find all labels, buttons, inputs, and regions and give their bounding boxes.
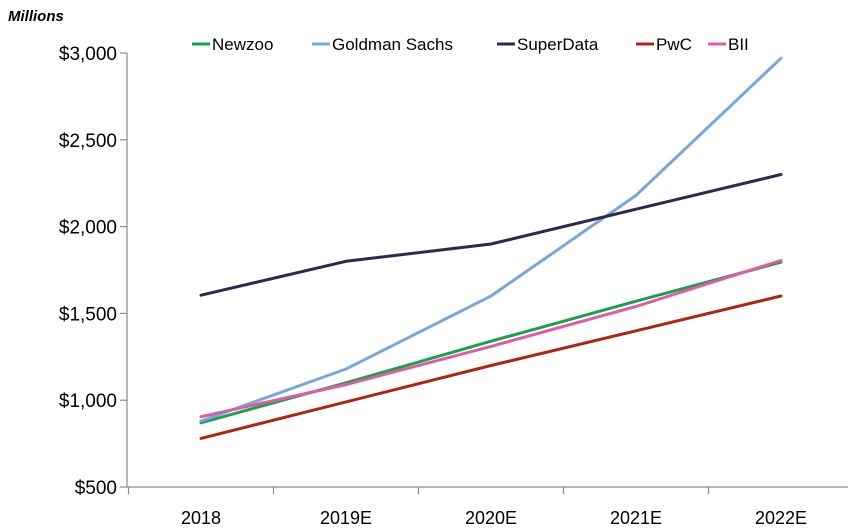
- unit-label: Millions: [8, 8, 64, 25]
- axes: [126, 53, 848, 488]
- series-line-bii: [199, 259, 783, 419]
- x-tick-label: 2018: [181, 508, 221, 528]
- x-tick-label: 2022E: [755, 508, 807, 528]
- legend: Newzoo Goldman Sachs SuperData PwC BII: [192, 35, 749, 54]
- y-tick-label: $3,000: [59, 44, 117, 65]
- y-tick-label: $500: [75, 478, 117, 499]
- legend-label-pwc: PwC: [656, 35, 692, 54]
- series-line-pwc: [199, 294, 783, 440]
- y-tick-label: $2,500: [59, 131, 117, 152]
- series-line-goldman-sachs: [199, 56, 783, 423]
- x-tick-label: 2021E: [610, 508, 662, 528]
- series-lines: [199, 56, 783, 440]
- series-line-superdata: [199, 173, 783, 297]
- x-tick-label: 2020E: [465, 508, 517, 528]
- y-tick-label: $1,000: [59, 391, 117, 412]
- legend-label-superdata: SuperData: [517, 35, 599, 54]
- y-tick-label: $2,000: [59, 218, 117, 239]
- legend-label-bii: BII: [728, 35, 749, 54]
- y-axis-ticks: $500 $1,000 $1,500 $2,000 $2,500 $3,000: [59, 44, 127, 499]
- x-tick-label: 2019E: [320, 508, 372, 528]
- legend-label-goldman-sachs: Goldman Sachs: [332, 35, 453, 54]
- y-tick-label: $1,500: [59, 304, 117, 325]
- x-axis-ticks: 2018 2019E 2020E 2021E 2022E: [127, 487, 807, 528]
- legend-label-newzoo: Newzoo: [212, 35, 273, 54]
